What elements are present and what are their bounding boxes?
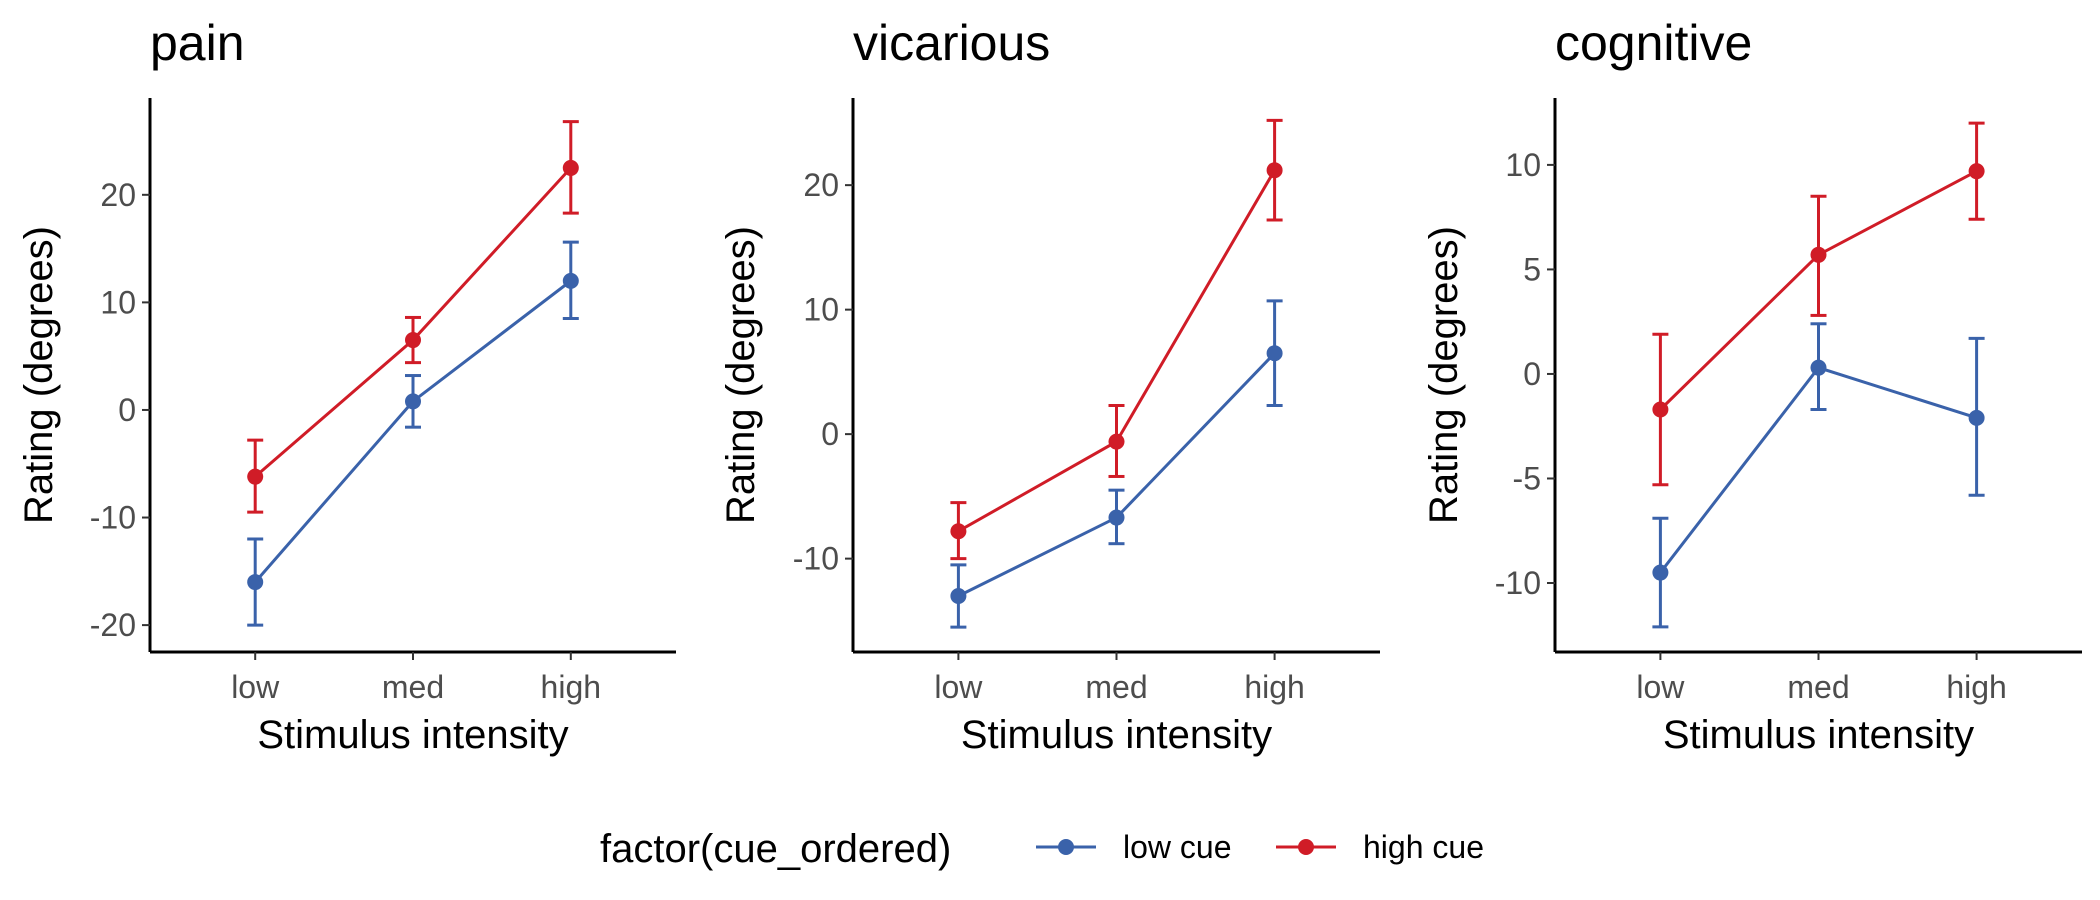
y-tick-label: -10 (90, 500, 136, 536)
x-tick-label: high (1244, 669, 1305, 705)
legend-key-point-low-cue (1058, 839, 1074, 855)
x-tick-label: med (1787, 669, 1849, 705)
legend: factor(cue_ordered) low cue high cue (600, 827, 1484, 871)
data-point-low-cue (1266, 345, 1283, 362)
y-axis-title: Rating (degrees) (719, 226, 763, 524)
y-tick-label: 10 (1505, 147, 1541, 183)
y-tick-label: 0 (118, 392, 136, 428)
y-tick-label: 10 (100, 284, 136, 320)
x-tick-label: low (231, 669, 280, 705)
panel-pain: pain -20 -10 0 10 20 low med high Stimulus intens… (17, 15, 676, 757)
series-high-cue (1652, 121, 1985, 487)
series-low-cue (950, 299, 1283, 629)
panel-vicarious: vicarious -10 0 10 20 low med high Stimulus inte… (719, 15, 1380, 757)
data-point-high-cue (1968, 163, 1985, 180)
panel-title: cognitive (1555, 15, 1752, 71)
data-point-low-cue (1108, 509, 1125, 526)
legend-item-high-cue: high cue (1276, 829, 1484, 865)
data-point-low-cue (562, 272, 579, 289)
data-point-high-cue (950, 523, 967, 540)
data-point-high-cue (1810, 246, 1827, 263)
x-axis-title: Stimulus intensity (257, 713, 568, 757)
panel-title: vicarious (853, 15, 1050, 71)
y-tick-label: 20 (100, 177, 136, 213)
legend-label-low-cue: low cue (1123, 829, 1232, 865)
y-tick-label: -10 (1495, 565, 1541, 601)
data-point-high-cue (405, 332, 421, 349)
data-point-high-cue (247, 468, 264, 485)
facet-panels: pain -20 -10 0 10 20 low med high Stimulus intens… (17, 15, 2082, 757)
data-point-low-cue (405, 393, 421, 410)
x-tick-label: low (934, 669, 983, 705)
x-tick-label: low (1636, 669, 1685, 705)
series-low-cue (1652, 322, 1985, 629)
data-point-low-cue (950, 587, 967, 604)
y-axis-title: Rating (degrees) (1422, 226, 1466, 524)
legend-label-high-cue: high cue (1363, 829, 1484, 865)
x-axis-title: Stimulus intensity (1663, 713, 1974, 757)
legend-item-low-cue: low cue (1036, 829, 1232, 865)
legend-key-point-high-cue (1298, 839, 1314, 855)
legend-title: factor(cue_ordered) (600, 827, 951, 871)
panel-title: pain (150, 15, 245, 71)
data-point-low-cue (247, 574, 264, 591)
data-point-low-cue (1810, 359, 1827, 376)
y-tick-label: 5 (1523, 251, 1541, 287)
y-tick-label: -10 (793, 541, 839, 577)
data-point-low-cue (1652, 564, 1669, 581)
series-high-cue (247, 120, 579, 514)
series-high-cue (950, 118, 1283, 561)
y-tick-label: 20 (803, 167, 839, 203)
y-axis-title: Rating (degrees) (17, 226, 61, 524)
data-point-high-cue (1108, 433, 1125, 450)
x-tick-label: med (382, 669, 444, 705)
data-point-high-cue (1652, 401, 1669, 418)
x-axis-title: Stimulus intensity (961, 713, 1272, 757)
y-tick-label: -5 (1513, 460, 1541, 496)
y-tick-label: 10 (803, 292, 839, 328)
x-tick-label: high (1946, 669, 2007, 705)
data-point-high-cue (562, 159, 579, 176)
y-tick-label: 0 (821, 416, 839, 452)
y-tick-label: 0 (1523, 356, 1541, 392)
x-tick-label: med (1085, 669, 1147, 705)
data-point-high-cue (1266, 162, 1283, 179)
series-low-cue (247, 240, 579, 627)
x-tick-label: high (541, 669, 602, 705)
y-tick-label: -20 (90, 607, 136, 643)
panel-cognitive: cognitive -10 -5 0 5 10 low med high Stimulus int… (1422, 15, 2082, 757)
data-point-low-cue (1968, 409, 1985, 426)
